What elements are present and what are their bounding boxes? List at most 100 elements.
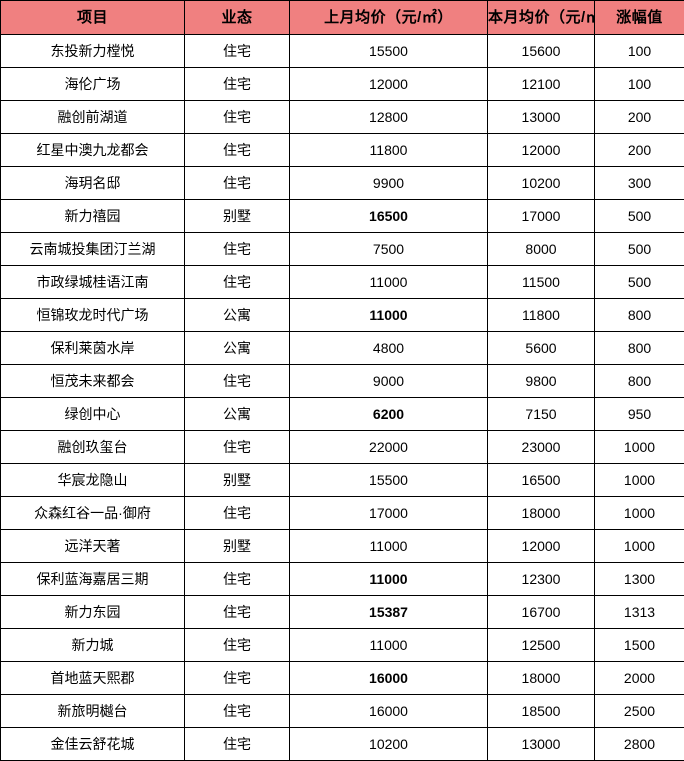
cell-last-month-price: 17000 [290, 497, 488, 530]
cell-last-month-price: 16000 [290, 662, 488, 695]
cell-current-month-price: 18000 [488, 497, 595, 530]
cell-last-month-price: 16000 [290, 695, 488, 728]
cell-type: 住宅 [185, 365, 290, 398]
cell-increase: 800 [595, 332, 684, 365]
cell-last-month-price: 11000 [290, 299, 488, 332]
cell-type: 住宅 [185, 35, 290, 68]
cell-last-month-price: 11000 [290, 266, 488, 299]
cell-current-month-price: 13000 [488, 101, 595, 134]
cell-project: 红星中澳九龙都会 [1, 134, 185, 167]
cell-type: 住宅 [185, 695, 290, 728]
cell-type: 公寓 [185, 398, 290, 431]
cell-project: 恒茂未来都会 [1, 365, 185, 398]
cell-increase: 1000 [595, 431, 684, 464]
cell-current-month-price: 12500 [488, 629, 595, 662]
cell-increase: 300 [595, 167, 684, 200]
cell-type: 别墅 [185, 464, 290, 497]
column-header-project: 项目 [1, 1, 185, 35]
cell-project: 新旅明樾台 [1, 695, 185, 728]
cell-increase: 1000 [595, 464, 684, 497]
cell-current-month-price: 5600 [488, 332, 595, 365]
cell-increase: 800 [595, 299, 684, 332]
cell-project: 海玥名邸 [1, 167, 185, 200]
cell-current-month-price: 16500 [488, 464, 595, 497]
cell-current-month-price: 12100 [488, 68, 595, 101]
cell-project: 绿创中心 [1, 398, 185, 431]
cell-project: 东投新力樘悦 [1, 35, 185, 68]
cell-type: 住宅 [185, 167, 290, 200]
cell-last-month-price: 4800 [290, 332, 488, 365]
cell-increase: 1000 [595, 530, 684, 563]
cell-type: 住宅 [185, 728, 290, 761]
cell-type: 别墅 [185, 200, 290, 233]
cell-increase: 2000 [595, 662, 684, 695]
cell-current-month-price: 12000 [488, 134, 595, 167]
cell-increase: 100 [595, 35, 684, 68]
cell-increase: 800 [595, 365, 684, 398]
cell-type: 住宅 [185, 497, 290, 530]
table-header-row: 项目 业态 上月均价（元/㎡） 本月均价（元/㎡） 涨幅值 [1, 1, 684, 35]
column-header-increase: 涨幅值 [595, 1, 684, 35]
cell-type: 住宅 [185, 134, 290, 167]
cell-last-month-price: 11800 [290, 134, 488, 167]
cell-increase: 500 [595, 266, 684, 299]
cell-current-month-price: 12000 [488, 530, 595, 563]
cell-increase: 2500 [595, 695, 684, 728]
cell-type: 住宅 [185, 266, 290, 299]
cell-current-month-price: 18500 [488, 695, 595, 728]
cell-project: 新力东园 [1, 596, 185, 629]
cell-increase: 1300 [595, 563, 684, 596]
cell-last-month-price: 6200 [290, 398, 488, 431]
cell-type: 住宅 [185, 431, 290, 464]
cell-current-month-price: 15600 [488, 35, 595, 68]
cell-project: 华宸龙隐山 [1, 464, 185, 497]
cell-last-month-price: 12800 [290, 101, 488, 134]
cell-last-month-price: 7500 [290, 233, 488, 266]
cell-increase: 500 [595, 200, 684, 233]
cell-current-month-price: 12300 [488, 563, 595, 596]
column-header-last-month-price: 上月均价（元/㎡） [290, 1, 488, 35]
cell-last-month-price: 15387 [290, 596, 488, 629]
cell-project: 保利莱茵水岸 [1, 332, 185, 365]
cell-last-month-price: 9000 [290, 365, 488, 398]
cell-type: 住宅 [185, 101, 290, 134]
cell-type: 住宅 [185, 596, 290, 629]
cell-type: 住宅 [185, 563, 290, 596]
cell-project: 海伦广场 [1, 68, 185, 101]
cell-last-month-price: 11000 [290, 563, 488, 596]
cell-type: 住宅 [185, 662, 290, 695]
cell-last-month-price: 16500 [290, 200, 488, 233]
cell-increase: 200 [595, 134, 684, 167]
cell-current-month-price: 23000 [488, 431, 595, 464]
cell-project: 首地蓝天熙郡 [1, 662, 185, 695]
cell-type: 住宅 [185, 629, 290, 662]
cell-project: 新力禧园 [1, 200, 185, 233]
column-header-type: 业态 [185, 1, 290, 35]
cell-type: 住宅 [185, 233, 290, 266]
column-header-current-month-price: 本月均价（元/㎡） [488, 1, 595, 35]
cell-increase: 1000 [595, 497, 684, 530]
cell-last-month-price: 15500 [290, 464, 488, 497]
cell-type: 公寓 [185, 332, 290, 365]
cell-increase: 200 [595, 101, 684, 134]
cell-project: 市政绿城桂语江南 [1, 266, 185, 299]
cell-last-month-price: 9900 [290, 167, 488, 200]
cell-last-month-price: 15500 [290, 35, 488, 68]
cell-last-month-price: 12000 [290, 68, 488, 101]
